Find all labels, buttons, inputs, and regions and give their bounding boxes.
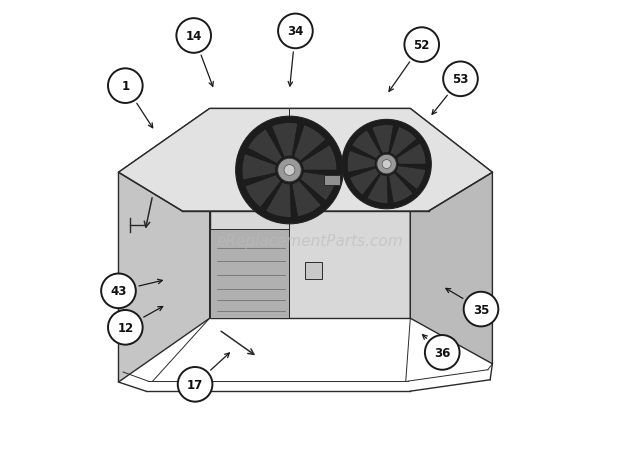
Circle shape xyxy=(443,62,478,97)
Circle shape xyxy=(425,335,459,370)
Polygon shape xyxy=(118,109,210,382)
Wedge shape xyxy=(247,130,283,164)
Wedge shape xyxy=(350,169,379,196)
Text: eReplacementParts.com: eReplacementParts.com xyxy=(216,234,404,248)
Text: 35: 35 xyxy=(473,303,489,316)
Circle shape xyxy=(342,120,432,209)
Wedge shape xyxy=(347,152,376,173)
Circle shape xyxy=(108,310,143,345)
Text: 34: 34 xyxy=(287,25,304,38)
Wedge shape xyxy=(245,175,281,208)
Circle shape xyxy=(236,117,343,224)
Text: 1: 1 xyxy=(122,80,130,93)
Wedge shape xyxy=(396,167,425,190)
Circle shape xyxy=(101,274,136,308)
Wedge shape xyxy=(390,127,417,157)
Wedge shape xyxy=(300,172,337,201)
Text: 12: 12 xyxy=(117,321,133,334)
Wedge shape xyxy=(352,131,381,159)
Wedge shape xyxy=(396,144,426,165)
Circle shape xyxy=(404,28,439,63)
Bar xyxy=(304,263,322,280)
Wedge shape xyxy=(272,123,298,158)
Circle shape xyxy=(464,292,498,327)
Wedge shape xyxy=(367,175,388,204)
Circle shape xyxy=(377,155,396,175)
Polygon shape xyxy=(410,109,492,364)
Wedge shape xyxy=(266,183,291,218)
Text: 53: 53 xyxy=(453,73,469,86)
Circle shape xyxy=(108,69,143,104)
Text: 36: 36 xyxy=(434,346,450,359)
Text: 14: 14 xyxy=(185,30,202,43)
Wedge shape xyxy=(294,126,326,162)
Circle shape xyxy=(177,19,211,54)
Polygon shape xyxy=(210,109,410,318)
Polygon shape xyxy=(118,109,492,212)
Text: 52: 52 xyxy=(414,39,430,52)
Wedge shape xyxy=(372,126,394,154)
Wedge shape xyxy=(301,146,337,171)
Circle shape xyxy=(284,165,295,176)
Polygon shape xyxy=(210,230,290,318)
Wedge shape xyxy=(292,181,321,217)
Circle shape xyxy=(382,160,391,169)
Text: 43: 43 xyxy=(110,285,126,298)
Wedge shape xyxy=(389,173,413,203)
Wedge shape xyxy=(242,154,277,181)
Text: 17: 17 xyxy=(187,378,203,391)
Circle shape xyxy=(278,15,312,49)
Polygon shape xyxy=(324,176,340,185)
Circle shape xyxy=(178,367,213,402)
Circle shape xyxy=(278,159,301,182)
